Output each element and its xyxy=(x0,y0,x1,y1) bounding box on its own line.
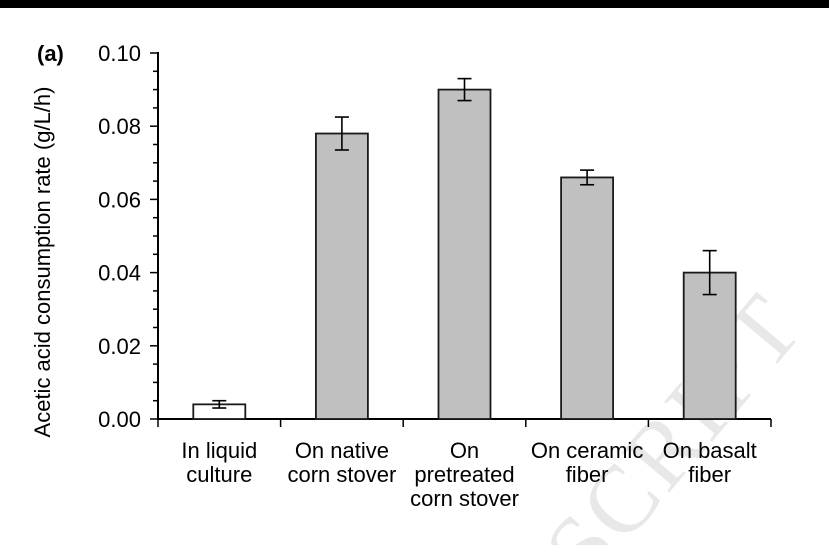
y-tick-label: 0.04 xyxy=(98,261,141,286)
category-label: On pretreated corn stover xyxy=(410,438,519,511)
bar xyxy=(560,176,614,420)
bar xyxy=(437,88,492,420)
bar xyxy=(314,132,369,420)
y-tick-label: 0.06 xyxy=(98,187,141,212)
bar xyxy=(682,271,737,420)
y-tick-label: 0.02 xyxy=(98,334,141,359)
category-label: On ceramic fiber xyxy=(531,438,643,487)
category-label: On native corn stover xyxy=(287,438,396,487)
panel-label: (a) xyxy=(37,41,64,66)
top-black-bar xyxy=(0,0,829,8)
y-tick-label: 0.10 xyxy=(98,41,141,66)
y-axis-title: Acetic acid consumption rate (g/L/h) xyxy=(30,87,55,438)
category-label: On basalt fiber xyxy=(663,438,757,487)
y-tick-label: 0.00 xyxy=(98,407,141,432)
category-label: In liquid culture xyxy=(181,438,257,487)
y-tick-label: 0.08 xyxy=(98,114,141,139)
